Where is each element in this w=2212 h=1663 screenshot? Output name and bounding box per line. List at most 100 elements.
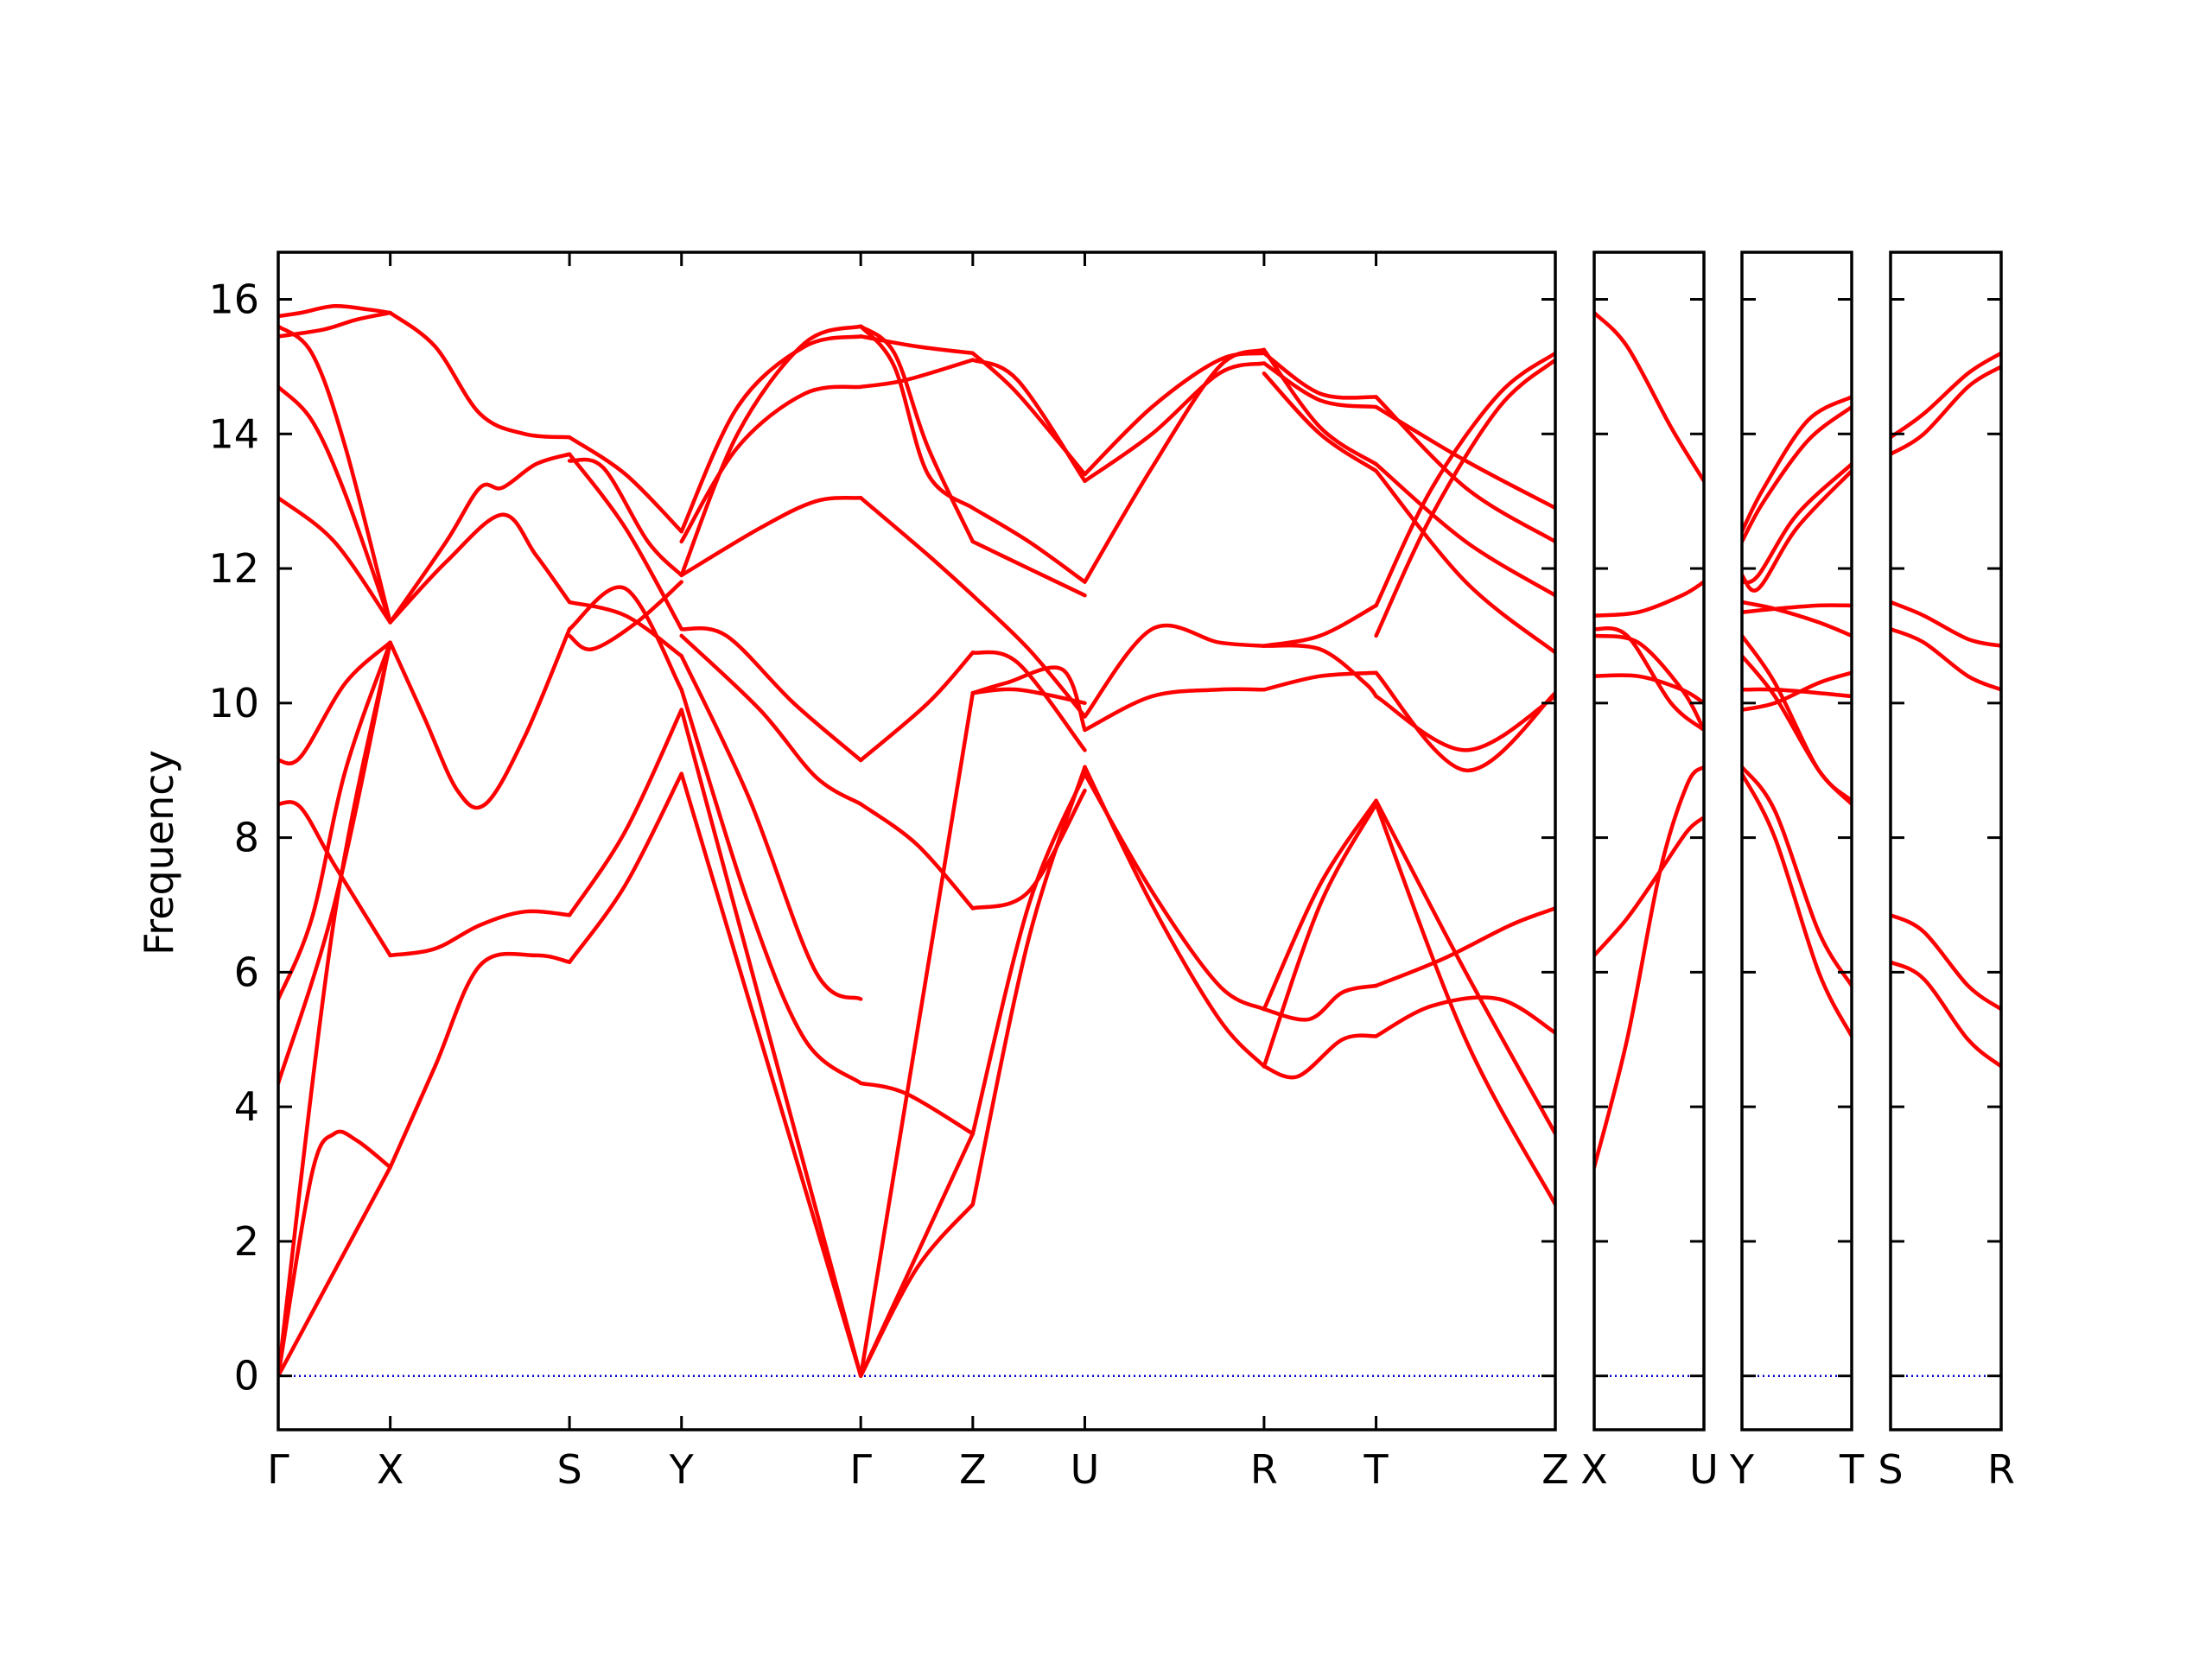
- phonon-band: [1374, 906, 1555, 988]
- phonon-band: [1262, 643, 1378, 699]
- phonon-band: [1374, 995, 1555, 1038]
- phonon-band: [278, 800, 392, 958]
- phonon-band: [1374, 670, 1555, 772]
- y-tick-label: 16: [208, 276, 259, 323]
- k-point-label: X: [377, 1446, 404, 1493]
- phonon-band: [1742, 395, 1852, 534]
- phonon-band: [679, 495, 863, 578]
- phonon-band: [1262, 798, 1378, 1012]
- phonon-band: [388, 909, 572, 958]
- phonon-band: [970, 351, 1087, 477]
- k-point-label: Y: [669, 1446, 695, 1493]
- phonon-band: [1742, 600, 1852, 638]
- phonon-band: [1891, 960, 2001, 1069]
- phonon-band: [1594, 633, 1704, 733]
- phonon-band: [278, 640, 392, 1086]
- phonon-band: [1594, 765, 1704, 1170]
- phonon-band: [1374, 462, 1555, 598]
- phonon-band: [567, 457, 683, 578]
- phonon-band: [1742, 468, 1852, 593]
- phonon-band: [679, 708, 863, 1378]
- band-lines: [1742, 395, 1852, 1038]
- phonon-band: [679, 384, 863, 544]
- phonon-band: [567, 435, 683, 534]
- phonon-band: [1742, 670, 1852, 712]
- k-point-label: U: [1689, 1446, 1719, 1493]
- phonon-band: [1594, 815, 1704, 958]
- phonon-band: [970, 505, 1087, 584]
- phonon-band: [1594, 673, 1704, 706]
- phonon-band: [388, 951, 572, 1170]
- k-point-label: R: [1987, 1446, 2015, 1493]
- phonon-band: [1083, 623, 1267, 719]
- phonon-band: [679, 625, 863, 763]
- k-point-label: T: [1839, 1446, 1865, 1493]
- y-tick-label: 0: [234, 1353, 259, 1400]
- phonon-band: [1262, 802, 1378, 1069]
- phonon-band: [388, 512, 572, 625]
- phonon-band: [1083, 765, 1267, 1069]
- phonon-band: [1891, 351, 2001, 440]
- phonon-band: [858, 1132, 976, 1378]
- phonon-band: [1083, 687, 1267, 733]
- phonon-band: [1374, 468, 1555, 655]
- k-point-label: Γ: [267, 1446, 289, 1493]
- phonon-band: [567, 708, 683, 917]
- phonon-band: [567, 585, 683, 692]
- k-point-label: Z: [1541, 1446, 1569, 1493]
- phonon-band: [1374, 351, 1555, 608]
- phonon-band: [1594, 580, 1704, 618]
- panel-frame: [276, 251, 1557, 1431]
- phonon-band: [1891, 912, 2001, 1012]
- phonon-band: [567, 580, 683, 651]
- phonon-band: [1891, 626, 2001, 692]
- phonon-band: [1262, 351, 1378, 400]
- k-point-label: T: [1363, 1446, 1389, 1493]
- y-tick-label: 14: [208, 410, 259, 457]
- band-lines: [1891, 351, 2001, 1069]
- phonon-band: [1374, 358, 1555, 638]
- y-tick-label: 10: [208, 680, 259, 727]
- phonon-band: [679, 771, 863, 1378]
- k-point-label: R: [1250, 1446, 1278, 1493]
- k-point-label: S: [1878, 1446, 1903, 1493]
- k-point-label: Z: [959, 1446, 987, 1493]
- band-lines: [1594, 310, 1704, 1170]
- phonon-band: [388, 452, 572, 625]
- phonon-band: [1742, 633, 1852, 803]
- phonon-band: [1262, 603, 1378, 648]
- phonon-band: [679, 334, 863, 534]
- phonon-band: [388, 626, 572, 810]
- phonon-band: [1742, 771, 1852, 1038]
- panel-frame: [1592, 251, 1706, 1431]
- phonon-band: [970, 788, 1087, 911]
- phonon-band: [1083, 347, 1267, 584]
- phonon-band: [970, 539, 1087, 598]
- panel-frame: [1740, 251, 1853, 1431]
- phonon-band: [1262, 347, 1378, 467]
- y-tick-label: 6: [234, 949, 259, 995]
- phonon-band: [1374, 798, 1555, 1136]
- phonon-band: [679, 688, 863, 1086]
- phonon-band: [1742, 687, 1852, 699]
- band-lines: [278, 303, 1555, 1378]
- k-point-label: Y: [1729, 1446, 1755, 1493]
- phonon-band: [970, 687, 1087, 706]
- phonon-band: [1742, 765, 1852, 988]
- phonon-band: [679, 654, 863, 1001]
- phonon-band: [388, 310, 572, 440]
- phonon-band: [858, 690, 976, 1378]
- y-tick-label: 8: [234, 815, 259, 861]
- phonon-band: [1262, 1033, 1378, 1080]
- phonon-band: [1891, 600, 2001, 648]
- phonon-band: [567, 600, 683, 658]
- phonon-band: [858, 651, 976, 763]
- k-point-label: X: [1580, 1446, 1608, 1493]
- phonon-band: [278, 640, 392, 766]
- phonon-band: [278, 1129, 392, 1378]
- y-axis-label: Frequency: [136, 750, 182, 955]
- phonon-band: [858, 324, 976, 544]
